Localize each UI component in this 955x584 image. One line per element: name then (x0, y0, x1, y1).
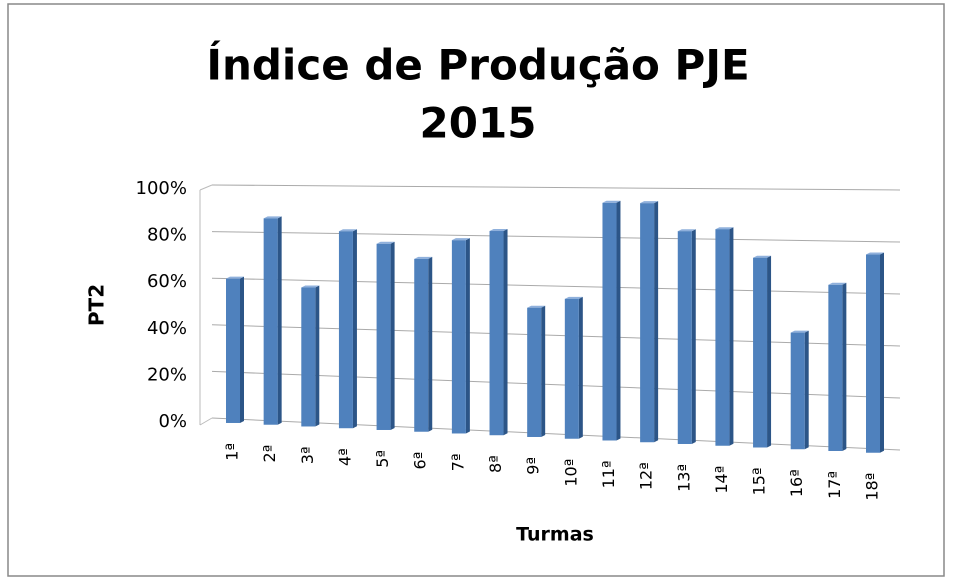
bar-side (428, 256, 433, 432)
x-tick-label: 5ª (373, 450, 392, 468)
bar-top (715, 227, 734, 230)
bar-top (263, 216, 282, 219)
bar-top (376, 241, 395, 244)
bar (564, 298, 579, 439)
bar-top (677, 229, 696, 232)
grid-line (211, 231, 901, 243)
bar (527, 307, 542, 437)
bar (301, 287, 316, 427)
bar (753, 257, 768, 448)
x-tick-label: 11ª (599, 460, 618, 488)
x-tick-label: 3ª (298, 446, 317, 464)
x-tick-label: 15ª (750, 467, 769, 495)
bar-top (564, 296, 583, 299)
bar-side (616, 200, 621, 441)
x-tick-label: 14ª (712, 466, 731, 494)
bar-top (790, 330, 809, 333)
x-tick-label: 4ª (335, 448, 354, 466)
bar-top (640, 201, 659, 204)
side-wall (199, 417, 213, 426)
bar (828, 284, 843, 451)
y-tick-label: 40% (147, 318, 187, 339)
bar-side (240, 276, 244, 423)
grid-line (211, 324, 901, 347)
x-tick-label: 18ª (863, 473, 882, 501)
bar-side (541, 305, 546, 437)
y-tick-label: 20% (147, 364, 187, 385)
bar-top (414, 256, 433, 259)
bar (489, 231, 504, 436)
bar (451, 240, 466, 434)
grid-line (211, 370, 901, 399)
x-tick-label: 10ª (561, 459, 580, 487)
bar-top (338, 229, 357, 232)
x-axis-label: Turmas (516, 524, 594, 546)
bar-side (804, 330, 809, 450)
bar (602, 202, 617, 441)
y-tick-label: 60% (147, 271, 187, 292)
x-tick-label: 16ª (787, 469, 806, 497)
x-tick-label: 13ª (674, 464, 693, 492)
bar (715, 229, 730, 446)
bar (677, 231, 692, 444)
chart-title: 2015 (420, 99, 537, 148)
y-tick-label: 0% (158, 411, 187, 432)
bar (338, 231, 353, 429)
bar-top (602, 200, 621, 203)
bar (376, 243, 391, 430)
bar (790, 332, 805, 450)
bar-side (729, 227, 734, 446)
bar-side (390, 241, 395, 430)
bar-side (315, 285, 320, 427)
bar (414, 258, 429, 432)
bar-top (527, 305, 546, 308)
grid-line (211, 184, 901, 191)
x-tick-label: 12ª (637, 462, 656, 490)
x-tick-label: 17ª (825, 471, 844, 499)
bar-top (451, 238, 470, 241)
bar-top (301, 285, 320, 288)
bar-side (842, 282, 847, 451)
x-tick-label: 1ª (223, 443, 242, 461)
bar-side (277, 216, 282, 425)
bar-side (767, 255, 772, 448)
side-wall (199, 184, 213, 191)
bar-side (503, 229, 508, 436)
grid-line (211, 277, 901, 295)
bar (263, 218, 278, 425)
grid-line (211, 417, 901, 451)
bar-top (866, 252, 884, 255)
x-tick-label: 8ª (486, 455, 505, 473)
x-tick-label: 7ª (448, 453, 467, 471)
bar (866, 254, 880, 453)
x-tick-label: 2ª (260, 445, 279, 463)
bar-side (654, 201, 659, 443)
chart-border (7, 3, 945, 577)
y-axis-label: PT2 (85, 284, 109, 326)
chart-title: Índice de Produção PJE (206, 40, 749, 90)
x-tick-label: 6ª (411, 452, 430, 470)
y-tick-label: 100% (136, 178, 187, 199)
bar (226, 278, 240, 423)
x-tick-label: 9ª (524, 457, 543, 475)
bar (640, 203, 655, 443)
bar-side (578, 296, 583, 439)
bar-top (489, 229, 508, 232)
y-tick-label: 80% (147, 225, 187, 246)
bar-side (352, 229, 357, 429)
bar-side (691, 229, 696, 444)
bar-side (880, 252, 884, 453)
bar-side (465, 238, 470, 434)
bar-top (753, 255, 772, 258)
bar-top (226, 276, 244, 279)
bar-top (828, 282, 847, 285)
